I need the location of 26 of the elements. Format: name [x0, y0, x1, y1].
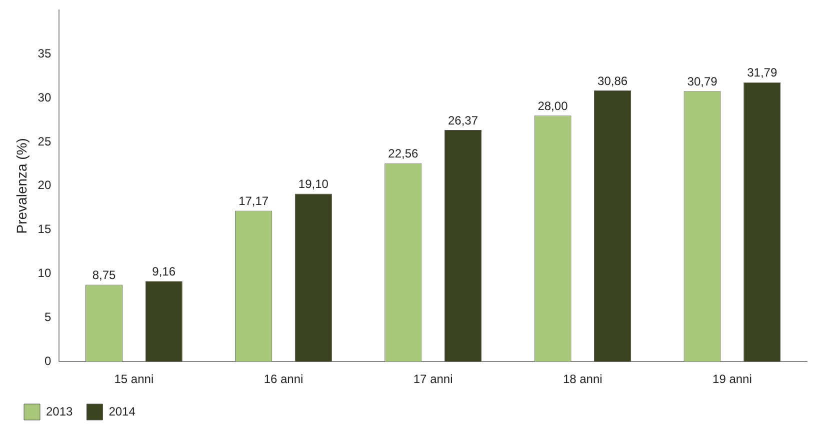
data-label: 22,56 [388, 146, 418, 161]
x-tick-label: 16 anni [264, 372, 304, 386]
y-tick-label: 0 [44, 354, 52, 368]
data-label: 28,00 [538, 98, 568, 113]
data-label: 31,79 [747, 66, 778, 80]
y-tick-label: 5 [44, 310, 52, 324]
legend-label: 2014 [108, 404, 136, 418]
data-label: 8,75 [92, 268, 116, 282]
x-tick-label: 17 anni [413, 372, 453, 386]
y-tick-label: 30 [38, 90, 52, 104]
y-tick-label: 20 [38, 178, 52, 192]
y-tick-label: 10 [38, 266, 52, 280]
data-label: 9,16 [152, 264, 176, 278]
data-label: 30,79 [687, 74, 718, 88]
data-label: 19,10 [298, 177, 329, 192]
data-label: 26,37 [448, 113, 478, 128]
y-tick-label: 35 [38, 46, 52, 60]
y-tick-label: 25 [38, 134, 52, 148]
y-tick-label: 15 [38, 222, 52, 236]
data-label: 17,17 [238, 194, 269, 208]
y-axis-title: Prevalenza (%) [13, 138, 30, 234]
x-tick-label: 19 anni [712, 372, 752, 386]
legend-label: 2013 [46, 404, 74, 418]
data-label: 30,86 [598, 74, 628, 88]
x-tick-label: 18 anni [562, 372, 602, 386]
x-tick-label: 15 anni [114, 372, 154, 386]
